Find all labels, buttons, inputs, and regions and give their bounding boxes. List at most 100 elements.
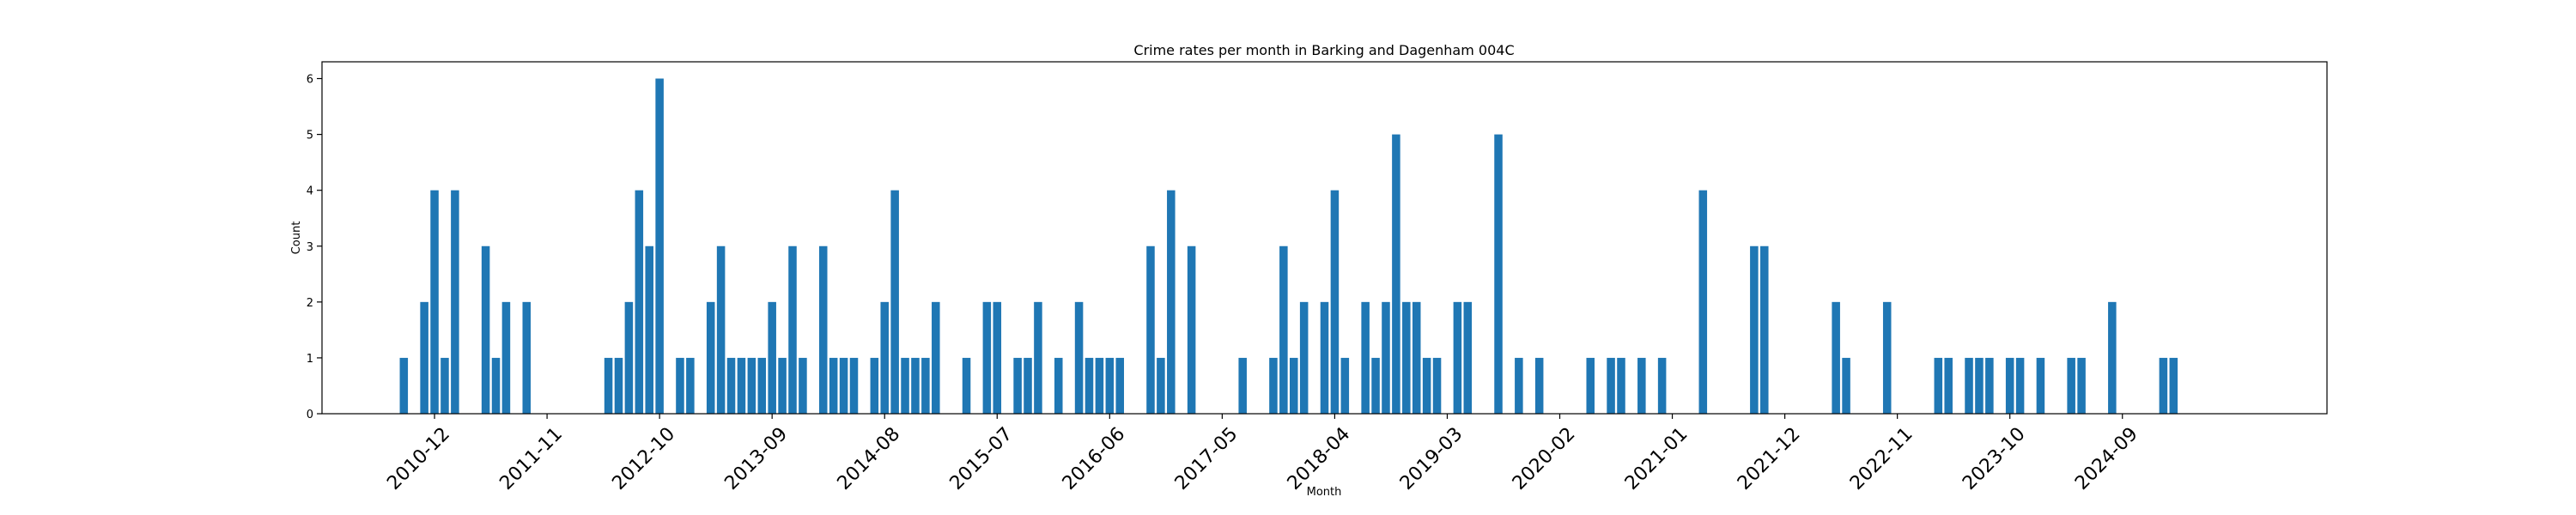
chart-title: Crime rates per month in Barking and Dag…	[1133, 42, 1514, 58]
bar	[880, 301, 889, 414]
bar	[1985, 357, 1994, 414]
bar	[1013, 357, 1022, 414]
bar	[993, 301, 1002, 414]
x-tick-label: 2013-09	[721, 423, 793, 494]
x-tick-label: 2015-07	[946, 423, 1018, 494]
bar	[1494, 134, 1503, 414]
bar	[2169, 357, 2178, 414]
bar	[1238, 357, 1247, 414]
x-tick-label: 2016-06	[1059, 423, 1130, 494]
y-tick-label: 0	[307, 409, 313, 421]
bar	[1392, 134, 1400, 414]
x-tick-label: 2023-10	[1959, 423, 2030, 494]
bar	[1607, 357, 1615, 414]
y-tick-label: 5	[307, 130, 313, 142]
bar	[1289, 357, 1298, 414]
bar	[849, 357, 859, 414]
bar	[1054, 357, 1063, 414]
bar	[1944, 357, 1953, 414]
bar	[1432, 357, 1442, 414]
bar	[2015, 357, 2025, 414]
bar	[818, 245, 828, 414]
x-tick-label: 2019-03	[1396, 423, 1467, 494]
bar	[1965, 357, 1973, 414]
bar	[962, 357, 971, 414]
bar	[1842, 357, 1850, 414]
bar	[481, 245, 490, 414]
bars-group	[399, 78, 2178, 415]
bar	[1146, 245, 1155, 414]
bar	[870, 357, 879, 414]
bar	[1975, 357, 1984, 414]
y-tick-label: 3	[307, 241, 313, 254]
x-tick-label: 2021-01	[1621, 423, 1692, 494]
bar	[778, 357, 787, 414]
bar	[901, 357, 909, 414]
y-axis-label: Count	[290, 221, 303, 255]
bar	[706, 301, 715, 414]
bar	[399, 357, 409, 414]
bar	[1330, 190, 1340, 414]
bar	[1657, 357, 1667, 414]
bar	[1617, 357, 1625, 414]
x-axis: 2010-12 2011-11 2012-10 2013-09 2014-08 2015-…	[383, 414, 2142, 494]
bar	[1320, 301, 1329, 414]
bar	[1832, 301, 1840, 414]
bar	[1340, 357, 1350, 414]
y-tick-label: 4	[307, 185, 313, 198]
bar	[1402, 301, 1411, 414]
x-tick-label: 2022-11	[1846, 423, 1917, 494]
bar	[799, 357, 807, 414]
x-tick-label: 2018-04	[1284, 423, 1355, 494]
bar	[1279, 245, 1288, 414]
bar	[1084, 357, 1094, 414]
bar	[2005, 357, 2014, 414]
bar	[1463, 301, 1473, 414]
bar	[757, 357, 767, 414]
x-tick-label: 2014-08	[834, 423, 905, 494]
bar	[911, 357, 920, 414]
bar	[1074, 301, 1084, 414]
bar	[921, 357, 930, 414]
bar	[1586, 357, 1595, 414]
bar	[2108, 301, 2117, 414]
bar	[1760, 245, 1769, 414]
plot-frame	[321, 61, 2328, 415]
bar	[788, 245, 797, 414]
bar	[768, 301, 776, 414]
bar	[2159, 357, 2168, 414]
y-tick-label: 6	[307, 74, 313, 87]
bar	[1750, 245, 1759, 414]
bar	[1034, 301, 1042, 414]
bar	[1422, 357, 1431, 414]
bar	[1095, 357, 1104, 414]
bar	[1515, 357, 1523, 414]
bar	[645, 245, 653, 414]
x-tick-label: 2020-02	[1509, 423, 1580, 494]
bar	[676, 357, 684, 414]
bar	[491, 357, 501, 414]
bar	[1157, 357, 1165, 414]
bar	[1412, 301, 1421, 414]
bar	[2077, 357, 2086, 414]
bar	[1024, 357, 1032, 414]
bar	[440, 357, 449, 414]
bar	[1187, 245, 1196, 414]
bar	[501, 301, 511, 414]
bar	[420, 301, 428, 414]
x-tick-label: 2010-12	[383, 423, 454, 494]
bar	[2067, 357, 2075, 414]
bar	[2036, 357, 2045, 414]
y-axis: 0 1 2 3 4 5 6	[307, 74, 322, 421]
bar	[1698, 190, 1708, 414]
bar	[430, 190, 439, 414]
bar	[614, 357, 623, 414]
bar	[982, 301, 992, 414]
y-tick-label: 2	[307, 297, 313, 310]
x-tick-label: 2012-10	[608, 423, 679, 494]
bar	[1453, 301, 1462, 414]
bar	[635, 190, 644, 414]
bar	[1361, 301, 1370, 414]
bar	[932, 301, 940, 414]
y-tick-label: 1	[307, 353, 313, 366]
